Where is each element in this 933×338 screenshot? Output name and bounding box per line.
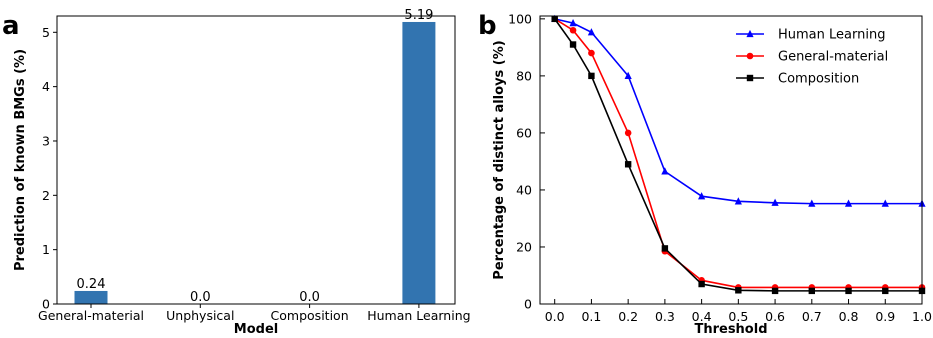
x-tick-label: 0.4 (692, 309, 712, 324)
data-point (587, 28, 596, 36)
y-tick-label: 0 (524, 297, 532, 312)
y-tick-label: 100 (508, 11, 532, 26)
panel-b-y-axis-label: Percentage of distinct alloys (%) (492, 40, 507, 279)
series-line-human-learning (554, 18, 922, 205)
data-point (881, 199, 889, 207)
legend-entry-composition: Composition (736, 72, 859, 87)
panel-b-legend: Human Learning General-material Compositio… (736, 28, 888, 87)
data-point (569, 41, 577, 48)
bar-human-learning (402, 21, 436, 305)
y-tick-label: 5 (42, 25, 50, 40)
legend-entry-general-material: General-material (736, 50, 888, 65)
panel-b-x-axis-label: Threshold (694, 322, 767, 337)
panel-a-x-axis-label: Model (234, 322, 278, 337)
data-point (698, 192, 706, 200)
data-point (698, 280, 705, 288)
bar-value-label: 0.24 (77, 277, 106, 292)
panel-a-axes-frame (56, 15, 456, 305)
data-point (588, 49, 595, 57)
y-tick-label: 80 (516, 68, 532, 83)
y-tick-label: 3 (42, 133, 50, 148)
data-point (661, 167, 669, 175)
data-point (734, 197, 742, 205)
data-point (771, 198, 779, 206)
panel-a-y-axis-label: Prediction of known BMGs (%) (13, 49, 28, 271)
legend-swatch-marker (746, 52, 754, 60)
series-human-learning (551, 14, 926, 207)
x-tick-label: 0.1 (581, 309, 601, 324)
data-point (569, 26, 577, 34)
bar-value-label: 5.19 (404, 8, 433, 23)
data-point (771, 287, 779, 295)
legend-label: Human Learning (778, 28, 885, 43)
x-tick-label: 0.3 (655, 309, 675, 324)
legend-label: Composition (778, 72, 859, 87)
series-line-composition (554, 18, 922, 292)
legend-swatch-marker (746, 74, 754, 82)
x-tick-label: 0.7 (802, 309, 822, 324)
data-point (569, 19, 577, 27)
data-point (661, 245, 669, 252)
y-tick-label: 4 (42, 79, 50, 94)
data-point (845, 287, 852, 295)
bar-general-material (74, 290, 108, 304)
data-point (808, 199, 816, 207)
data-point (624, 129, 632, 137)
panel-a-bar-chart: a 0.24 0.0 0.0 5.19 General-material Unphysi… (2, 8, 471, 337)
data-point (588, 72, 595, 80)
x-tick-label: 0.9 (875, 309, 895, 324)
data-point (624, 71, 632, 79)
data-point (844, 199, 853, 207)
panel-b-axes-frame (539, 15, 923, 305)
legend-label: General-material (778, 50, 888, 65)
data-point (808, 287, 816, 295)
y-tick-label: 60 (516, 125, 532, 140)
x-tick-label: 0.5 (728, 309, 748, 324)
x-tick-label: General-material (38, 308, 144, 323)
y-tick-label: 1 (42, 242, 50, 257)
bar-value-label: 0.0 (299, 290, 320, 305)
panel-b-line-chart: b 0.0 0.1 0.2 0.3 0.4 0.5 0.6 0.7 0.8 0.9 1.0 0 20 40… (478, 11, 932, 337)
bar-value-label: 0.0 (190, 290, 211, 305)
data-point (624, 161, 632, 168)
x-tick-label: 0.0 (545, 309, 565, 324)
x-tick-label: Unphysical (166, 308, 234, 323)
y-tick-label: 2 (42, 188, 50, 203)
x-tick-label: 1.0 (912, 309, 932, 324)
x-tick-label: Composition (271, 308, 349, 323)
series-line-general-material (554, 18, 922, 289)
y-tick-label: 40 (516, 182, 532, 197)
data-point (551, 15, 558, 23)
y-tick-label: 20 (516, 239, 532, 254)
panel-a-letter: a (2, 11, 20, 41)
x-tick-label: 0.6 (765, 309, 785, 324)
data-point (735, 287, 742, 294)
x-tick-label: 0.8 (839, 309, 859, 324)
data-point (882, 287, 889, 295)
x-tick-label: Human Learning (367, 308, 470, 323)
legend-swatch-marker (746, 29, 754, 38)
legend-entry-human-learning: Human Learning (736, 28, 885, 43)
x-tick-label: 0.2 (618, 309, 638, 324)
panel-b-letter: b (478, 11, 497, 41)
y-tick-label: 0 (42, 297, 50, 312)
